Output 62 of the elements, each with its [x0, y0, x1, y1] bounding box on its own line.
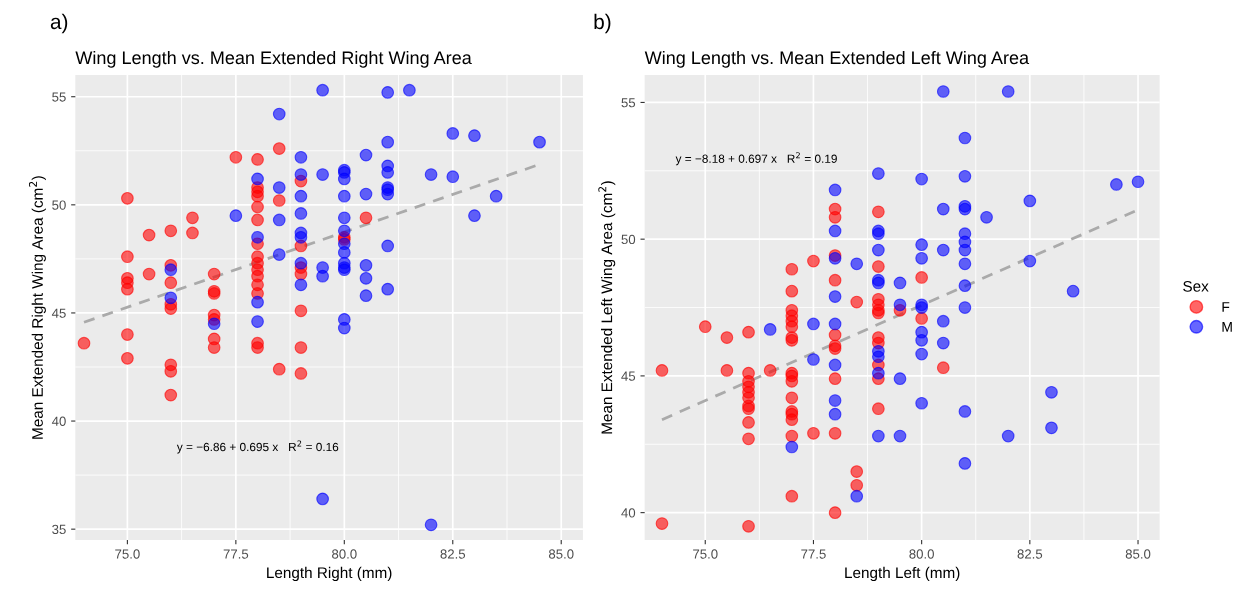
y-axis-title: Mean Extended Right Wing Area (cm$^{2}$)	[28, 176, 46, 439]
text: a)	[50, 13, 68, 34]
y-tick-label: 50	[52, 200, 66, 210]
y-tick-label: 50	[621, 234, 636, 245]
point	[164, 302, 178, 315]
point	[272, 194, 286, 207]
point	[142, 228, 156, 242]
y-axis-title: Mean Extended Left Wing Area (cm$^{2}$)	[598, 181, 616, 434]
point	[186, 211, 199, 225]
x-tick-label: 82.5	[440, 549, 466, 559]
point	[164, 276, 178, 290]
point	[207, 341, 221, 354]
point	[272, 362, 286, 376]
point	[164, 364, 178, 378]
point	[251, 341, 264, 354]
annotation: y = −8.18 + 0.697 x R$^{2}$ = 0.19	[675, 152, 837, 166]
x-tick-label: 80.0	[332, 549, 357, 559]
point	[142, 267, 156, 281]
point	[121, 191, 134, 205]
y-tick-label: 45	[51, 308, 66, 318]
y-tick-label: 55	[621, 98, 636, 108]
point	[272, 142, 286, 155]
point	[229, 150, 243, 164]
point	[251, 213, 264, 227]
point	[121, 250, 134, 264]
x-tick-label: 75.0	[693, 549, 718, 559]
point	[359, 211, 373, 225]
point	[121, 351, 134, 365]
x-tick-label: 77.5	[223, 549, 249, 559]
x-axis-title: Length Left (mm)	[845, 566, 960, 582]
text: b)	[594, 13, 611, 34]
x-tick-label: 80.0	[909, 549, 934, 559]
x-tick-label: 82.5	[1017, 549, 1043, 559]
y-tick-label: 45	[621, 371, 636, 381]
x-tick-label: 77.5	[801, 549, 826, 559]
y-tick-label: 55	[52, 92, 66, 102]
point	[294, 304, 308, 318]
point	[294, 367, 308, 380]
legend-label: F	[1222, 302, 1230, 312]
y-tick-label: 40	[621, 508, 636, 518]
chart-title: Wing Length vs. Mean Extended Left Wing Area	[644, 50, 1030, 68]
point	[121, 282, 134, 296]
x-tick-label: 75.0	[115, 549, 140, 559]
legend-title: Sex	[1183, 280, 1209, 292]
x-tick-label: 85.0	[1125, 549, 1151, 559]
point	[294, 341, 308, 354]
point	[77, 336, 91, 350]
point	[251, 189, 264, 203]
point	[251, 153, 264, 166]
point	[186, 226, 199, 240]
point	[164, 388, 178, 402]
y-tick-label: 40	[51, 416, 66, 426]
legend-label: M	[1222, 322, 1232, 332]
point	[164, 224, 178, 238]
annotation: y = −6.86 + 0.695 x R$^{2}$ = 0.16	[176, 440, 339, 454]
point	[207, 267, 221, 281]
y-tick-label: 35	[52, 524, 66, 535]
chart-title: Wing Length vs. Mean Extended Right Wing Area	[75, 50, 472, 68]
x-tick-label: 85.0	[548, 549, 574, 559]
point	[121, 328, 134, 341]
x-axis-title: Length Right (mm)	[267, 566, 392, 582]
point	[251, 200, 264, 214]
